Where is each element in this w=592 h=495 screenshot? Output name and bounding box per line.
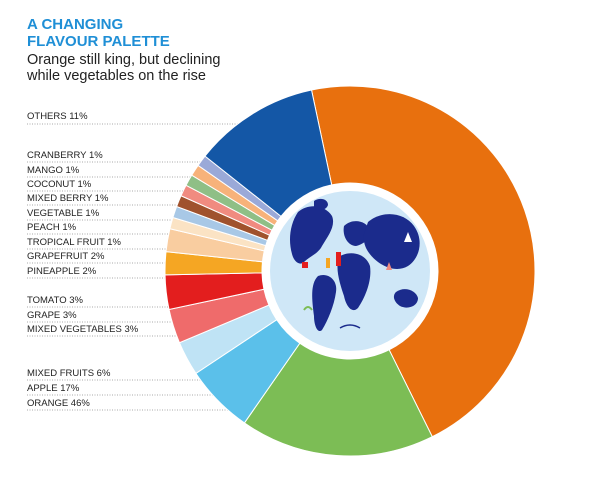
house-icon <box>302 262 308 268</box>
label-mixed-fruits: MIXED FRUITS 6% <box>27 368 111 379</box>
chart-subtitle-line-1: Orange still king, but declining <box>27 52 221 68</box>
chart-title-line-2: FLAVOUR PALETTE <box>27 33 170 50</box>
chart-subtitle: Orange still king, but declining while v… <box>27 52 257 84</box>
chart-title-line-1: A CHANGING <box>27 16 124 33</box>
label-mixed-berry: MIXED BERRY 1% <box>27 193 109 204</box>
map-continent-south-america <box>312 274 337 332</box>
palm-icon <box>303 306 313 311</box>
chart-subtitle-line-2: while vegetables on the rise <box>27 68 206 84</box>
label-orange: ORANGE 46% <box>27 398 90 409</box>
tower-icon <box>326 258 330 268</box>
label-pineapple: PINEAPPLE 2% <box>27 266 97 277</box>
label-coconut: COCONUT 1% <box>27 179 92 190</box>
hut-icon <box>386 262 392 270</box>
map-continent-asia <box>363 214 420 269</box>
boat-icon <box>339 324 361 329</box>
label-mango: MANGO 1% <box>27 165 80 176</box>
map-continent-north-america <box>290 206 334 264</box>
map-continent-greenland <box>314 198 328 210</box>
lighthouse-icon <box>336 252 341 266</box>
label-mixed-vegetables: MIXED VEGETABLES 3% <box>27 324 139 335</box>
label-apple: APPLE 17% <box>27 383 80 394</box>
label-tomato: TOMATO 3% <box>27 295 83 306</box>
chart-title: A CHANGING FLAVOUR PALETTE <box>27 16 247 50</box>
label-tropical-fruit: TROPICAL FRUIT 1% <box>27 237 121 248</box>
tent-icon <box>404 232 412 242</box>
label-vegetable: VEGETABLE 1% <box>27 208 100 219</box>
world-map-illustration <box>262 183 438 359</box>
label-cranberry: CRANBERRY 1% <box>27 150 103 161</box>
donut-slices <box>164 85 536 457</box>
label-others: OTHERS 11% <box>27 111 88 122</box>
label-grapefruit: GRAPEFRUIT 2% <box>27 251 105 262</box>
map-continent-australia <box>393 289 418 308</box>
label-grape: GRAPE 3% <box>27 310 77 321</box>
map-continent-europe <box>343 221 371 246</box>
label-peach: PEACH 1% <box>27 222 77 233</box>
map-continent-africa <box>337 253 371 311</box>
